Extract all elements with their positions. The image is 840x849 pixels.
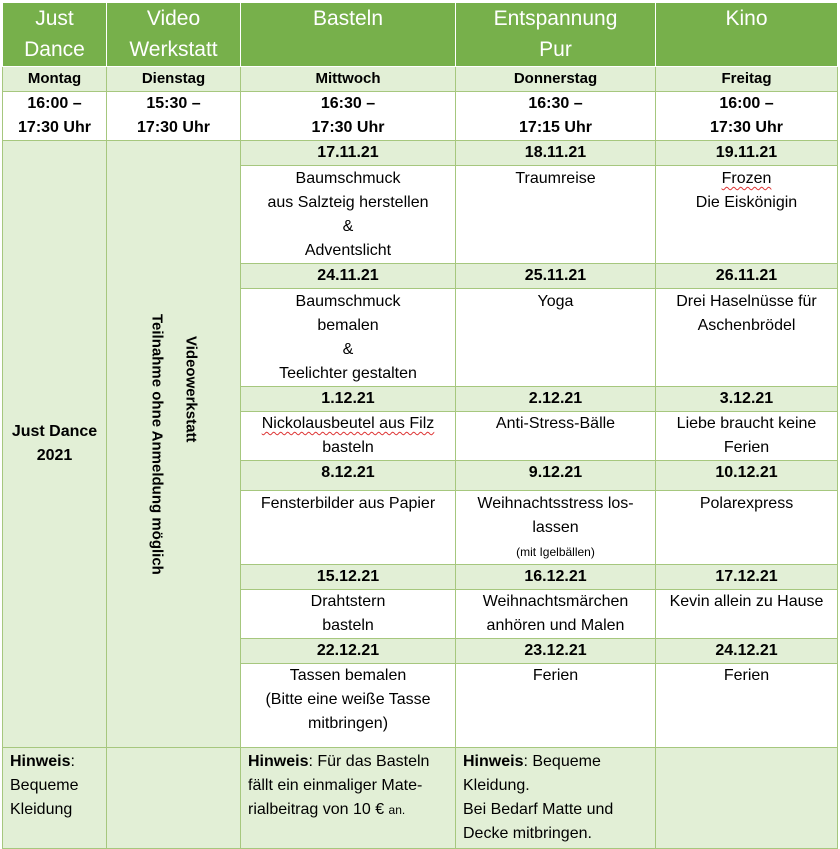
header-just-dance: Just Dance xyxy=(2,2,107,67)
date-cell: 15.12.21 xyxy=(240,564,456,590)
header-basteln: Basteln xyxy=(240,2,456,67)
day-freitag: Freitag xyxy=(655,66,838,92)
notes-row: Hinweis: Bequeme Kleidung Hinweis: Für das… xyxy=(2,747,838,849)
video-werkstatt-cell: Teilnahme ohne Anmeldung möglich Videowe… xyxy=(106,140,241,748)
entspannung-activity: Weihnachtsmärchen anhören und Malen xyxy=(455,589,656,639)
entspannung-activity: Yoga xyxy=(455,288,656,387)
kino-activity: Drei Haselnüsse für Aschenbrödel xyxy=(655,288,838,387)
time-freitag: 16:00 –17:30 Uhr xyxy=(655,91,838,141)
date-cell: 18.11.21 xyxy=(455,140,656,166)
kino-activity: Polarexpress xyxy=(655,490,838,565)
entspannung-activity: Traumreise xyxy=(455,165,656,264)
date-cell: 26.11.21 xyxy=(655,263,838,289)
video-vertical-group: Teilnahme ohne Anmeldung möglich Videowe… xyxy=(108,313,240,575)
activity-row: Baumschmuck aus Salzteig herstellen & Adven… xyxy=(3,165,838,264)
basteln-activity: Drahtstern basteln xyxy=(240,589,456,639)
date-cell: 22.12.21 xyxy=(240,638,456,664)
time-dienstag: 15:30 –17:30 Uhr xyxy=(106,91,241,141)
header-entspannung: Entspannung Pur xyxy=(455,2,656,67)
just-dance-cell: Just Dance 2021 xyxy=(2,140,107,748)
date-cell: 9.12.21 xyxy=(455,460,656,491)
day-mittwoch: Mittwoch xyxy=(240,66,456,92)
activity-header-row: Just Dance Video Werkstatt Basteln Entspan… xyxy=(2,2,838,67)
time-mittwoch: 16:30 –17:30 Uhr xyxy=(240,91,456,141)
date-cell: 17.11.21 xyxy=(240,140,456,166)
day-dienstag: Dienstag xyxy=(106,66,241,92)
date-cell: 10.12.21 xyxy=(655,460,838,491)
basteln-activity: Nickolausbeutel aus Filz basteln xyxy=(240,411,456,461)
time-donnerstag: 16:30 –17:15 Uhr xyxy=(455,91,656,141)
basteln-activity: Fensterbilder aus Papier xyxy=(240,490,456,565)
header-kino: Kino xyxy=(655,2,838,67)
date-cell: 3.12.21 xyxy=(655,386,838,412)
video-note: Teilnahme ohne Anmeldung möglich xyxy=(148,313,166,575)
activity-row: Tassen bemalen (Bitte eine weiße Tasse mit… xyxy=(3,663,838,748)
date-cell: 24.12.21 xyxy=(655,638,838,664)
kino-title-misspelled: Frozen xyxy=(721,170,772,187)
video-title: Videowerkstatt xyxy=(182,335,200,443)
kino-activity: Kevin allein zu Hause xyxy=(655,589,838,639)
basteln-activity: Baumschmuck bemalen & Teelichter gestalten xyxy=(240,288,456,387)
date-cell: 1.12.21 xyxy=(240,386,456,412)
note-kino-empty xyxy=(655,747,838,849)
date-cell: 2.12.21 xyxy=(455,386,656,412)
date-cell: 17.12.21 xyxy=(655,564,838,590)
date-row: Just Dance 2021 Teilnahme ohne Anmeldung … xyxy=(2,140,838,748)
date-cell: 23.12.21 xyxy=(455,638,656,664)
kino-activity: Frozen Die Eiskönigin xyxy=(655,165,838,264)
basteln-title-misspelled: Nickolausbeutel aus Filz xyxy=(261,415,435,432)
date-cell: 25.11.21 xyxy=(455,263,656,289)
kino-activity: Ferien xyxy=(655,663,838,748)
entspannung-activity: Ferien xyxy=(455,663,656,748)
time-row: 16:00 –17:30 Uhr 15:30 –17:30 Uhr 16:30 … xyxy=(2,91,838,141)
basteln-activity: Baumschmuck aus Salzteig herstellen & Adven… xyxy=(240,165,456,264)
weekday-row: Montag Dienstag Mittwoch Donnerstag Frei… xyxy=(2,66,838,92)
note-entspannung: Hinweis: Bequeme Kleidung. Bei Bedarf Matt… xyxy=(455,747,656,849)
activity-row: Drahtstern basteln Weihnachtsmärchen anhör… xyxy=(3,589,838,639)
date-cell: 16.12.21 xyxy=(455,564,656,590)
note-montag: Hinweis: Bequeme Kleidung xyxy=(2,747,107,849)
basteln-activity: Tassen bemalen (Bitte eine weiße Tasse mit… xyxy=(240,663,456,748)
entspannung-activity: Anti-Stress-Bälle xyxy=(455,411,656,461)
activity-row: Baumschmuck bemalen & Teelichter gestalten … xyxy=(3,288,838,387)
date-cell: 19.11.21 xyxy=(655,140,838,166)
header-video-werkstatt: Video Werkstatt xyxy=(106,2,241,67)
note-dienstag-empty xyxy=(106,747,241,849)
kino-activity: Liebe braucht keine Ferien xyxy=(655,411,838,461)
day-donnerstag: Donnerstag xyxy=(455,66,656,92)
note-basteln: Hinweis: Für das Basteln fällt ein einmal… xyxy=(240,747,456,849)
date-cell: 8.12.21 xyxy=(240,460,456,491)
time-montag: 16:00 –17:30 Uhr xyxy=(2,91,107,141)
date-cell: 24.11.21 xyxy=(240,263,456,289)
entspannung-activity: Weihnachtsstress los- lassen (mit Igelbä… xyxy=(455,490,656,565)
day-montag: Montag xyxy=(2,66,107,92)
